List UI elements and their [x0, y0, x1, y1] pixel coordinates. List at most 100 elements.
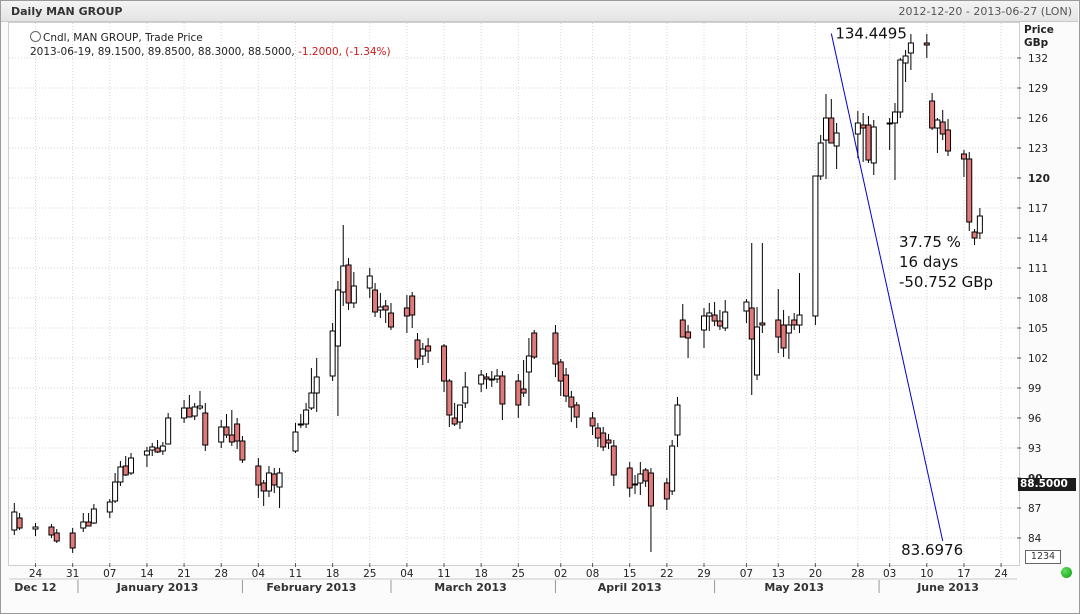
candle: [122, 456, 129, 476]
y-tick-label: 105: [1028, 323, 1048, 335]
candle-body-down: [971, 231, 978, 239]
candle: [149, 443, 156, 456]
candle-body-down: [923, 42, 930, 46]
candle: [53, 529, 60, 543]
candle-body-down: [748, 307, 755, 340]
x-tick-label: 04: [400, 568, 414, 580]
month-label: February 2013: [266, 581, 356, 594]
candle: [181, 400, 188, 423]
candle-body-down: [960, 153, 967, 160]
candle-body-down: [711, 314, 718, 322]
y-tick-label: 102: [1028, 353, 1048, 365]
candle-body-up: [891, 111, 898, 124]
candle: [313, 358, 320, 412]
candle: [451, 403, 458, 426]
x-tick-label: 25: [363, 568, 376, 580]
candle-body-up: [117, 466, 124, 483]
candle-body-down: [122, 465, 129, 476]
candle-body-down: [589, 417, 596, 427]
candle-body-up: [143, 450, 150, 456]
x-axis: 24 31 07 14 21 28 04 11 18 25 04 11 18 25 02 08 15 22 29 07…: [9, 563, 1017, 594]
x-tick-label: 28: [851, 568, 864, 580]
candle: [191, 403, 198, 420]
candle-body-down: [271, 473, 278, 486]
x-tick-label: 18: [474, 568, 487, 580]
candle: [939, 110, 946, 140]
x-tick-label: 24: [29, 568, 43, 580]
candle: [90, 504, 97, 524]
candle-body-down: [409, 295, 416, 316]
candle-body-up: [674, 404, 681, 436]
candle: [685, 325, 692, 358]
candle: [669, 440, 676, 495]
candle: [610, 440, 617, 486]
candle: [823, 94, 830, 179]
candle-body-up: [340, 265, 347, 293]
y-tick-label: 87: [1028, 503, 1041, 515]
candle-body-down: [759, 322, 766, 326]
y-tick-label: 126: [1028, 113, 1048, 125]
candle-body-up: [181, 407, 188, 419]
candle-body-down: [860, 124, 867, 129]
x-tick-label: 11: [289, 568, 302, 580]
x-tick-label: 11: [437, 568, 450, 580]
candle: [159, 442, 166, 455]
secondary-axis-tag: 1234: [1025, 550, 1061, 564]
candle-body-down: [828, 117, 835, 144]
candle: [663, 478, 670, 510]
candle-body-down: [53, 532, 60, 542]
candle-body-down: [515, 380, 522, 406]
date-range: 2012-12-20 - 2013-06-27 (LON): [898, 5, 1072, 18]
candle-body-down: [563, 374, 570, 397]
candle: [785, 316, 792, 359]
candle-body-up: [525, 355, 532, 373]
plot-area[interactable]: [8, 22, 1020, 566]
candle: [907, 34, 914, 70]
candle: [945, 119, 952, 156]
candle: [409, 292, 416, 328]
candle-layer: [11, 34, 983, 553]
candle-body-up: [833, 132, 840, 147]
candle-body-down: [791, 319, 798, 326]
status-indicator-icon[interactable]: [1061, 567, 1072, 578]
y-tick-label: 129: [1028, 83, 1048, 95]
candle-body-down: [594, 427, 601, 439]
candle-body-down: [945, 129, 952, 152]
candle-body-up: [218, 426, 225, 443]
x-tick-label: 17: [957, 568, 970, 580]
candle-body-up: [265, 472, 272, 492]
price-label-line1: Price: [1024, 24, 1054, 36]
candle-body-down: [626, 467, 633, 489]
candle-body-up: [191, 406, 198, 417]
x-tick-label: 25: [512, 568, 525, 580]
candle-body-up: [706, 312, 713, 317]
candle: [589, 412, 596, 435]
x-tick-label: 24: [994, 568, 1008, 580]
candle: [647, 468, 654, 552]
month-divider-layer: [77, 580, 880, 593]
candle: [372, 283, 379, 317]
candle: [531, 330, 538, 359]
annotation-label: 134.4495: [835, 25, 907, 43]
y-tick-label: 132: [1028, 53, 1048, 65]
legend: Cndl, MAN GROUP, Trade Price 2013-06-19,…: [30, 31, 391, 59]
candle-body-up: [419, 348, 426, 357]
y-tick-label: 93: [1028, 443, 1041, 455]
candle-body-up: [462, 386, 469, 404]
candle-body-down: [48, 526, 55, 536]
candle: [563, 368, 570, 402]
candle: [923, 34, 930, 58]
candle: [626, 462, 633, 497]
price-axis-label: Price GBp: [1024, 24, 1054, 50]
x-tick-label: 18: [326, 568, 339, 580]
candle: [891, 103, 898, 180]
candle-body-down: [16, 517, 23, 529]
x-tick-label: 15: [623, 568, 636, 580]
candle-icon[interactable]: [30, 31, 41, 42]
x-tick-label: 21: [177, 568, 190, 580]
candle-body-down: [85, 521, 92, 527]
candle-body-down: [154, 447, 161, 453]
candle-body-up: [722, 311, 729, 329]
candle-body-down: [780, 324, 787, 349]
